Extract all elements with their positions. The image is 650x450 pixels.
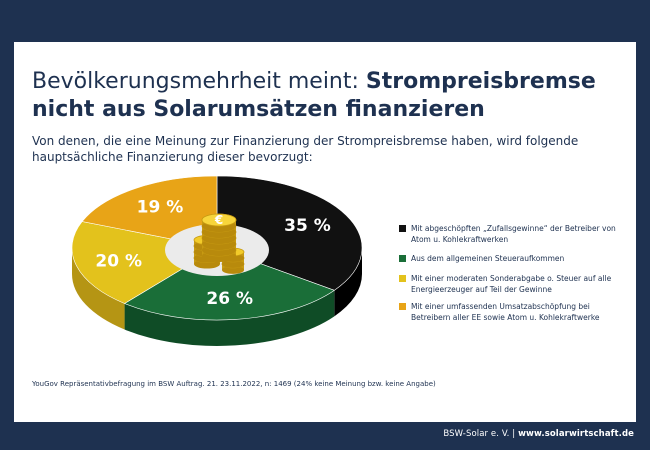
- pie-side-2: [124, 290, 335, 346]
- pie-label-1: 35 %: [284, 216, 331, 236]
- legend-label-4: Mit einer umfassenden Umsatzabschöpfung …: [411, 302, 600, 322]
- svg-text:€: €: [214, 213, 223, 227]
- source-note: YouGov Repräsentativbefragung im BSW Auf…: [32, 380, 436, 388]
- pie-chart: € 35 % 26 % 20 % 19 %: [71, 175, 363, 346]
- pie-center: €: [165, 213, 269, 276]
- legend-swatch-4: [399, 303, 406, 310]
- pie-side-3: [72, 248, 125, 330]
- euro-coin-stack-icon: €: [193, 213, 245, 274]
- legend-item-1: Mit abgeschöpften „Zufallsgewinne“ der B…: [399, 223, 624, 245]
- legend-label-1: Mit abgeschöpften „Zufallsgewinne“ der B…: [411, 224, 616, 244]
- title-bold-2: nicht aus Solarumsätzen finanzieren: [32, 97, 485, 122]
- pie-slice-4: [81, 175, 218, 249]
- legend-label-3: Mit einer moderaten Sonderabgabe o. Steu…: [411, 274, 612, 294]
- pie-sides: [72, 248, 362, 346]
- page-title: Bevölkerungsmehrheit meint: Strompreisbr…: [32, 68, 632, 124]
- pie-label-3: 20 %: [95, 252, 142, 272]
- legend-swatch-3: [399, 275, 406, 282]
- footer-url[interactable]: www.solarwirtschaft.de: [518, 429, 634, 439]
- legend-item-2: Aus dem allgemeinen Steueraufkommen: [399, 253, 624, 264]
- legend-item-3: Mit einer moderaten Sonderabgabe o. Steu…: [399, 273, 624, 295]
- legend-item-4: Mit einer umfassenden Umsatzabschöpfung …: [399, 301, 624, 323]
- pie-labels: 35 % 26 % 20 % 19 %: [95, 197, 330, 309]
- pie-slice-1: [216, 175, 363, 291]
- title-bold-1: Strompreisbremse: [365, 69, 596, 94]
- legend-label-2: Aus dem allgemeinen Steueraufkommen: [411, 254, 565, 263]
- pie-label-4: 19 %: [137, 197, 184, 217]
- footer-org: BSW-Solar e. V.: [443, 429, 513, 439]
- footer-separator: |: [512, 429, 519, 439]
- subtitle: Von denen, die eine Meinung zur Finanzie…: [32, 134, 579, 164]
- pie-slice-2: [123, 247, 335, 321]
- title-light: Bevölkerungsmehrheit meint:: [32, 69, 366, 94]
- legend-swatch-1: [399, 225, 406, 232]
- footer-text: BSW-Solar e. V. | www.solarwirtschaft.de: [443, 429, 634, 439]
- footer-bar: BSW-Solar e. V. | www.solarwirtschaft.de: [0, 422, 650, 450]
- pie-label-2: 26 %: [206, 289, 253, 309]
- pie-side-1: [334, 248, 362, 317]
- legend-swatch-2: [399, 255, 406, 262]
